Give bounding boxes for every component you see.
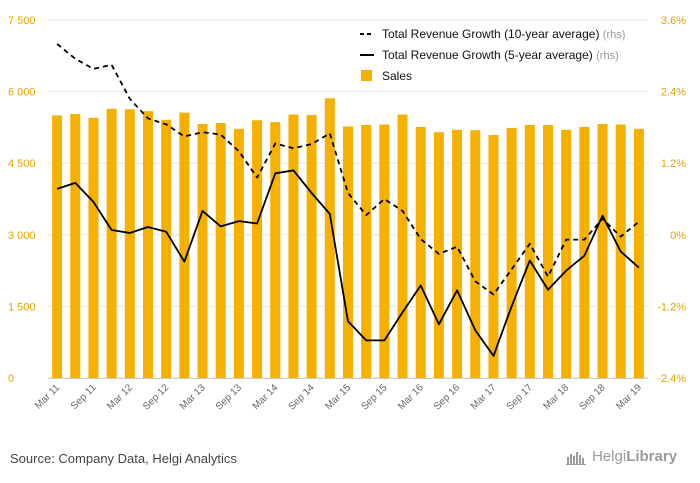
sales-bar	[324, 98, 335, 379]
sales-bar	[233, 128, 244, 378]
x-tick-label: Mar 14	[251, 382, 281, 412]
sales-bar	[415, 126, 426, 378]
sales-bar	[70, 114, 81, 378]
x-tick-label: Sep 15	[359, 382, 389, 412]
x-tick-label: Sep 13	[214, 382, 244, 412]
x-tick-label: Mar 17	[469, 382, 499, 412]
y-right-tick-label: 2.4%	[661, 87, 686, 99]
sales-bar	[124, 109, 135, 379]
x-tick-label: Sep 11	[69, 382, 99, 412]
legend-label-sales: Sales	[382, 69, 412, 83]
sales-bar	[433, 132, 444, 378]
sales-bar	[561, 129, 572, 378]
legend-label-5yr: Total Revenue Growth (5-year average) (r…	[382, 48, 619, 62]
sales-bar	[343, 126, 353, 378]
y-left-tick-label: 3 000	[8, 230, 36, 242]
growth-lines	[56, 43, 640, 357]
y-axis-right: -2.4% -1.2% 0% 1.2% 2.4% 3.6%	[657, 15, 686, 385]
sales-bar	[143, 111, 153, 379]
y-axis-left: 0 1 500 3 000 4 500 6 000 7 500	[8, 15, 36, 385]
sales-bar	[633, 128, 644, 378]
x-tick-label: Mar 19	[614, 382, 644, 412]
sales-bar	[106, 108, 117, 378]
sales-bar	[361, 125, 372, 378]
sales-bars	[52, 98, 644, 379]
x-tick-label: Mar 18	[542, 382, 572, 412]
sales-bar	[270, 122, 281, 379]
sales-bar	[379, 124, 390, 378]
legend: Total Revenue Growth (10-year average) (…	[360, 27, 625, 83]
y-right-tick-label: 0%	[670, 230, 686, 242]
library-logo-icon	[566, 451, 586, 465]
y-left-tick-label: 1 500	[8, 301, 36, 313]
chart: 0 1 500 3 000 4 500 6 000 7 500 -2.4% -1.2% 0% 1…	[8, 15, 686, 413]
line-5yr-average	[56, 169, 640, 357]
y-left-tick-label: 6 000	[8, 87, 36, 99]
line-10yr-average	[56, 43, 640, 296]
x-tick-label: Sep 18	[577, 382, 607, 412]
sales-bar	[543, 125, 553, 378]
sales-bar	[397, 114, 408, 379]
source-note: Source: Company Data, Helgi Analytics	[10, 451, 237, 466]
sales-bar	[52, 115, 63, 378]
x-tick-label: Sep 14	[287, 382, 317, 412]
y-left-tick-label: 7 500	[8, 15, 36, 27]
sales-bar	[215, 123, 226, 378]
x-tick-label: Mar 11	[33, 382, 63, 412]
sales-bar	[524, 125, 535, 378]
x-tick-label: Sep 12	[141, 382, 171, 412]
x-tick-label: Sep 17	[505, 382, 535, 412]
y-left-tick-label: 0	[8, 373, 14, 385]
y-right-tick-label: -1.2%	[657, 301, 686, 313]
x-tick-label: Sep 16	[432, 382, 462, 412]
x-tick-label: Mar 15	[323, 382, 353, 412]
sales-bar	[306, 114, 317, 379]
x-tick-label: Mar 13	[178, 382, 208, 412]
x-tick-label: Mar 12	[105, 382, 135, 412]
sales-bar	[179, 112, 190, 379]
sales-bar	[252, 120, 263, 379]
y-right-tick-label: 3.6%	[661, 15, 686, 27]
y-right-tick-label: 1.2%	[661, 158, 686, 170]
sales-bar	[579, 126, 590, 378]
sales-bar	[506, 127, 517, 378]
sales-bar	[470, 130, 481, 378]
y-right-tick-label: -2.4%	[657, 373, 686, 385]
legend-label-10yr: Total Revenue Growth (10-year average) (…	[382, 27, 625, 41]
sales-bar	[597, 124, 608, 378]
y-left-tick-label: 4 500	[8, 158, 36, 170]
x-axis: Mar 11 Sep 11 Mar 12 Sep 12 Mar 13 Sep 13 Mar …	[33, 378, 648, 413]
sales-bar	[288, 114, 299, 379]
sales-bar	[452, 129, 463, 378]
sales-bar	[161, 119, 172, 378]
sales-bar	[488, 135, 499, 378]
helgi-library-logo: Helgi Library	[566, 448, 677, 465]
legend-sales-swatch	[361, 70, 372, 81]
x-tick-label: Mar 16	[396, 382, 426, 412]
sales-bar	[197, 124, 208, 378]
sales-bar	[88, 117, 99, 378]
brand-first: Helgi	[592, 448, 627, 465]
brand-second: Library	[626, 448, 678, 465]
